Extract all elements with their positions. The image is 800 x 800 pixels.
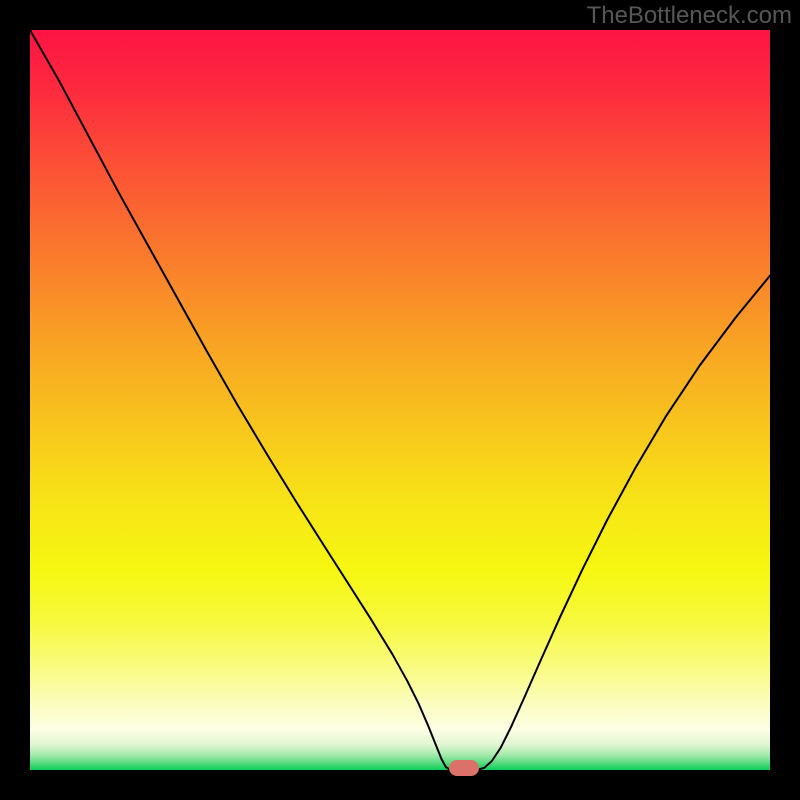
bottleneck-curve	[30, 30, 770, 770]
optimal-marker	[449, 760, 479, 776]
chart-container: TheBottleneck.com	[0, 0, 800, 800]
plot-area	[30, 30, 770, 770]
watermark-text: TheBottleneck.com	[587, 2, 792, 30]
